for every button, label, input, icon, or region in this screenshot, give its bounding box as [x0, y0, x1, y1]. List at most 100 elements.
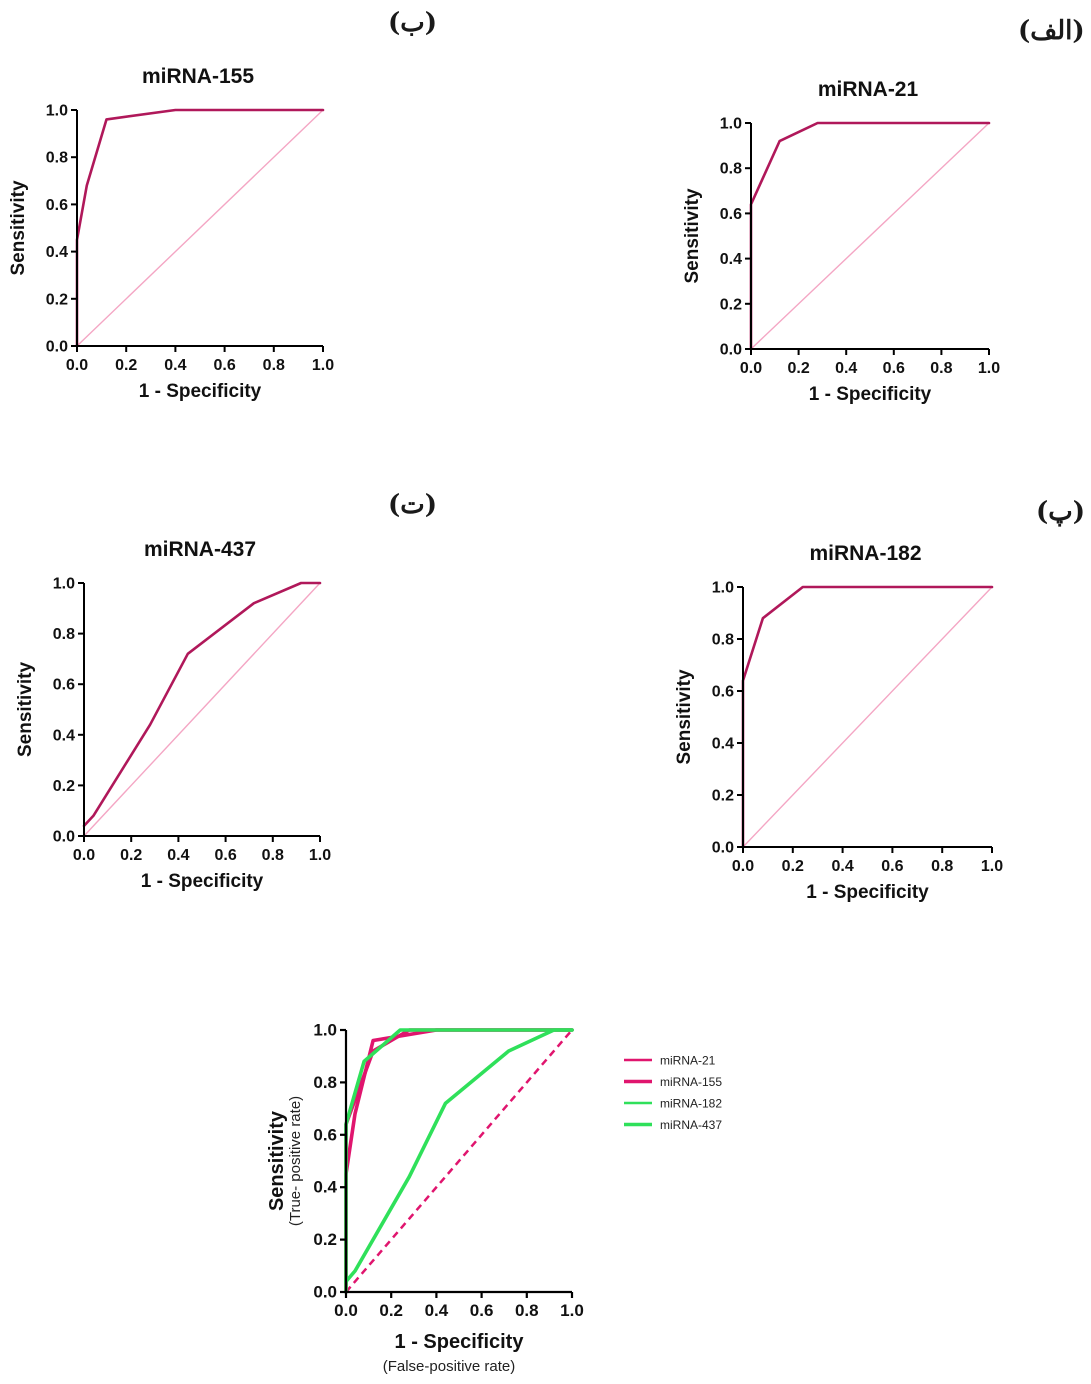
x-tick-label: 0.0 [73, 847, 95, 864]
y-tick-label: 0.8 [53, 626, 75, 643]
x-tick-label: 0.6 [213, 357, 235, 374]
roc-curve-mirna-437 [344, 1028, 574, 1284]
y-tick-label: 0.4 [712, 736, 734, 753]
panel-tag-p: (پ) [1036, 497, 1086, 527]
roc-curve-mirna-155 [75, 108, 325, 348]
y-tick-label: 0.2 [720, 296, 742, 313]
x-tick-label: 0.2 [115, 357, 137, 374]
y-axis-label: Sensitivity [682, 188, 703, 283]
y-tick-label: 0.6 [313, 1125, 337, 1144]
y-tick-label: 0.0 [313, 1283, 337, 1302]
roc-curve-mirna-21 [344, 1028, 574, 1294]
x-tick-label: 0.6 [470, 1301, 494, 1320]
x-tick-label: 0.2 [120, 847, 142, 864]
chart-title: miRNA-21 [818, 78, 919, 101]
y-axis-label: Sensitivity [15, 662, 36, 757]
roc-curve-mirna-437 [82, 581, 322, 828]
roc-curve-mirna-155 [344, 1028, 574, 1294]
y-tick-label: 1.0 [712, 580, 734, 597]
x-tick-label: 0.8 [930, 360, 952, 377]
reference-diagonal-line [742, 586, 993, 848]
x-tick-label: 0.8 [262, 847, 284, 864]
x-tick-label: 0.4 [167, 847, 189, 864]
x-tick-label: 0.6 [214, 847, 236, 864]
y-tick-label: 0.2 [53, 778, 75, 795]
reference-diagonal-line [76, 109, 324, 347]
x-tick-label: 0.0 [66, 357, 88, 374]
x-axis-label: 1 - Specificity [141, 871, 264, 892]
y-tick-label: 1.0 [720, 116, 742, 133]
x-tick-label: 0.8 [931, 858, 953, 875]
y-tick-label: 0.2 [712, 788, 734, 805]
chart-title: miRNA-437 [144, 538, 256, 561]
y-tick-label: 0.0 [46, 339, 68, 356]
x-tick-label: 0.2 [787, 360, 809, 377]
x-tick-label: 0.6 [881, 858, 903, 875]
y-tick-label: 0.6 [712, 684, 734, 701]
y-tick-label: 0.8 [46, 150, 68, 167]
x-tick-label: 0.8 [263, 357, 285, 374]
x-tick-label: 0.6 [883, 360, 905, 377]
y-tick-label: 0.4 [720, 251, 742, 268]
roc-curve-mirna-21 [749, 121, 991, 351]
panel-tag-t: (ت) [388, 490, 438, 520]
y-axis-sublabel: (True- positive rate) [287, 1096, 304, 1226]
x-tick-label: 0.4 [835, 360, 857, 377]
y-tick-label: 0.6 [720, 206, 742, 223]
y-tick-label: 0.4 [53, 727, 75, 744]
y-tick-label: 1.0 [46, 103, 68, 120]
x-axis-label: 1 - Specificity [809, 384, 932, 405]
reference-diagonal-line [83, 582, 321, 837]
chart-title: miRNA-182 [809, 542, 921, 565]
reference-diagonal-line [750, 122, 990, 350]
x-tick-label: 0.0 [334, 1301, 358, 1320]
y-tick-label: 0.8 [712, 632, 734, 649]
y-tick-label: 1.0 [313, 1021, 337, 1040]
x-tick-label: 0.8 [515, 1301, 539, 1320]
y-tick-label: 0.2 [46, 291, 68, 308]
y-tick-label: 0.6 [46, 197, 68, 214]
y-tick-label: 0.0 [53, 829, 75, 846]
x-tick-label: 0.4 [831, 858, 853, 875]
panel-tag-alef: (الف) [1018, 16, 1085, 46]
legend-label: miRNA-155 [660, 1075, 722, 1089]
x-tick-label: 1.0 [309, 847, 331, 864]
chart-title: miRNA-155 [142, 65, 254, 88]
panel-tag-b: (ب) [388, 8, 438, 38]
legend-label: miRNA-437 [660, 1118, 722, 1132]
x-axis-label: 1 - Specificity [395, 1331, 525, 1353]
x-tick-label: 0.4 [164, 357, 186, 374]
y-tick-label: 0.4 [313, 1178, 337, 1197]
y-axis-label: Sensitivity [674, 669, 695, 764]
legend-label: miRNA-21 [660, 1054, 716, 1068]
x-tick-label: 0.0 [732, 858, 754, 875]
y-tick-label: 0.0 [712, 840, 734, 857]
x-axis-label: 1 - Specificity [806, 882, 929, 903]
y-axis-label: Sensitivity [266, 1110, 288, 1211]
y-tick-label: 0.2 [313, 1230, 337, 1249]
y-tick-label: 0.6 [53, 677, 75, 694]
roc-curve-mirna-182 [344, 1028, 574, 1294]
reference-diagonal-line [345, 1029, 573, 1293]
x-axis-sublabel: (False-positive rate) [383, 1358, 516, 1375]
y-tick-label: 0.4 [46, 244, 68, 261]
x-tick-label: 1.0 [978, 360, 1000, 377]
y-tick-label: 0.0 [720, 342, 742, 359]
x-tick-label: 0.2 [379, 1301, 403, 1320]
y-axis-label: Sensitivity [8, 180, 29, 275]
x-tick-label: 1.0 [981, 858, 1003, 875]
roc-curve-mirna-182 [741, 585, 994, 849]
y-tick-label: 0.8 [313, 1073, 337, 1092]
x-tick-label: 1.0 [560, 1301, 584, 1320]
x-tick-label: 1.0 [312, 357, 334, 374]
y-tick-label: 1.0 [53, 576, 75, 593]
legend-label: miRNA-182 [660, 1097, 722, 1111]
y-tick-label: 0.8 [720, 161, 742, 178]
x-axis-label: 1 - Specificity [139, 381, 262, 402]
x-tick-label: 0.0 [740, 360, 762, 377]
